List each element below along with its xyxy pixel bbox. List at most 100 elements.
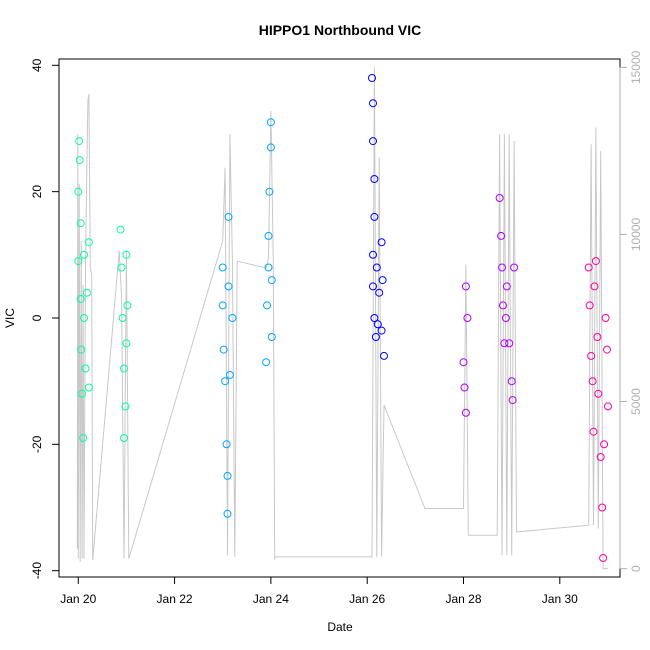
data-point-series-3 — [375, 288, 384, 297]
chart-title: HIPPO1 Northbound VIC — [259, 22, 422, 38]
data-point-series-1 — [74, 187, 83, 196]
data-point-series-1 — [75, 137, 84, 146]
data-point-series-1 — [76, 219, 85, 228]
data-point-series-3 — [369, 282, 377, 291]
data-point-series-3 — [370, 314, 379, 322]
data-point-series-2 — [219, 345, 228, 354]
data-point-series-1 — [80, 314, 88, 322]
data-point-series-5 — [593, 333, 602, 341]
data-point-series-4 — [501, 314, 510, 322]
data-point-series-1 — [77, 345, 86, 354]
data-point-series-3 — [380, 351, 388, 360]
data-point-series-1 — [81, 364, 90, 373]
data-point-series-1 — [75, 156, 84, 165]
data-point-series-1 — [120, 434, 128, 442]
data-point-series-3 — [371, 333, 380, 341]
data-point-series-3 — [369, 250, 377, 259]
data-point-series-3 — [377, 326, 386, 335]
data-point-series-2 — [218, 263, 227, 272]
y-tick-label: -20 — [30, 435, 44, 453]
x-tick-label: Jan 26 — [349, 592, 385, 606]
x-tick-label: Jan 24 — [253, 592, 289, 606]
data-point-series-3 — [373, 320, 382, 329]
data-point-series-1 — [78, 389, 87, 398]
data-point-series-4 — [461, 408, 470, 417]
data-point-series-3 — [369, 137, 377, 146]
data-point-series-4 — [499, 301, 507, 310]
data-point-series-3 — [377, 238, 386, 247]
data-point-series-2 — [266, 143, 275, 152]
data-point-series-2 — [218, 301, 227, 310]
data-point-series-3 — [372, 263, 381, 272]
data-point-series-1 — [122, 250, 131, 259]
data-point-series-1 — [79, 434, 88, 442]
data-point-series-2 — [224, 282, 233, 291]
data-point-series-1 — [116, 225, 125, 234]
y-tick-label: 40 — [30, 58, 44, 72]
x-axis-label: Date — [327, 620, 353, 634]
y2-tick-label: 5000 — [629, 388, 643, 415]
data-point-series-2 — [221, 377, 230, 386]
data-point-series-5 — [603, 345, 611, 354]
y2-tick-label: 15000 — [629, 50, 643, 84]
x-tick-label: Jan 20 — [60, 592, 96, 606]
data-point-series-1 — [84, 383, 93, 392]
x-tick-label: Jan 28 — [445, 592, 481, 606]
data-point-series-2 — [225, 370, 234, 379]
data-point-series-4 — [463, 314, 472, 322]
data-point-series-2 — [264, 231, 273, 240]
data-point-series-3 — [378, 276, 387, 285]
y2-tick-label: 0 — [629, 565, 643, 572]
data-point-series-5 — [604, 402, 612, 411]
y-tick-label: -40 — [30, 562, 44, 580]
data-point-series-2 — [224, 212, 233, 221]
data-point-series-4 — [459, 358, 468, 367]
data-point-series-3 — [370, 175, 379, 183]
y-axis-label: VIC — [3, 308, 17, 328]
data-point-series-4 — [502, 282, 511, 291]
data-point-series-2 — [266, 118, 275, 127]
x-tick-label: Jan 22 — [157, 592, 193, 606]
data-point-series-5 — [587, 351, 596, 360]
data-point-series-2 — [267, 333, 276, 341]
data-point-series-1 — [84, 238, 93, 247]
y2-tick-label: 10000 — [629, 217, 643, 251]
data-point-series-2 — [223, 509, 232, 518]
data-point-series-2 — [262, 358, 271, 367]
data-point-series-4 — [510, 263, 519, 272]
data-point-series-4 — [498, 263, 506, 272]
data-point-series-4 — [461, 282, 470, 291]
data-point-series-5 — [600, 440, 609, 449]
data-point-series-2 — [222, 440, 231, 449]
data-point-series-4 — [508, 396, 517, 405]
data-point-series-5 — [599, 554, 608, 562]
data-point-series-2 — [264, 263, 273, 272]
data-point-series-3 — [368, 74, 376, 82]
data-point-series-4 — [505, 339, 514, 348]
data-point-series-5 — [591, 257, 600, 266]
data-point-series-2 — [228, 314, 237, 322]
data-point-series-1 — [123, 301, 132, 310]
data-point-series-5 — [601, 314, 610, 322]
data-point-series-5 — [588, 377, 597, 386]
data-point-series-5 — [598, 503, 607, 512]
data-point-series-5 — [594, 389, 603, 398]
data-point-series-1 — [82, 288, 91, 297]
data-point-series-1 — [74, 257, 83, 266]
data-point-series-1 — [117, 263, 126, 272]
data-point-series-1 — [122, 339, 131, 348]
data-point-series-5 — [584, 263, 593, 272]
data-point-series-1 — [80, 250, 88, 259]
data-point-series-3 — [369, 99, 377, 108]
data-point-series-5 — [590, 282, 599, 291]
data-point-series-4 — [507, 377, 516, 386]
data-point-series-1 — [118, 314, 127, 322]
data-point-series-4 — [497, 231, 506, 240]
data-point-series-5 — [596, 453, 605, 461]
data-point-series-2 — [263, 301, 271, 310]
chart-marks: Jan 20 Jan 22 Jan 24 Jan 26 Jan 28 Jan 30 -40 -… — [30, 50, 643, 606]
data-point-series-5 — [589, 427, 598, 436]
data-point-series-4 — [495, 194, 504, 202]
data-point-series-1 — [120, 364, 128, 373]
data-point-series-2 — [265, 187, 274, 196]
